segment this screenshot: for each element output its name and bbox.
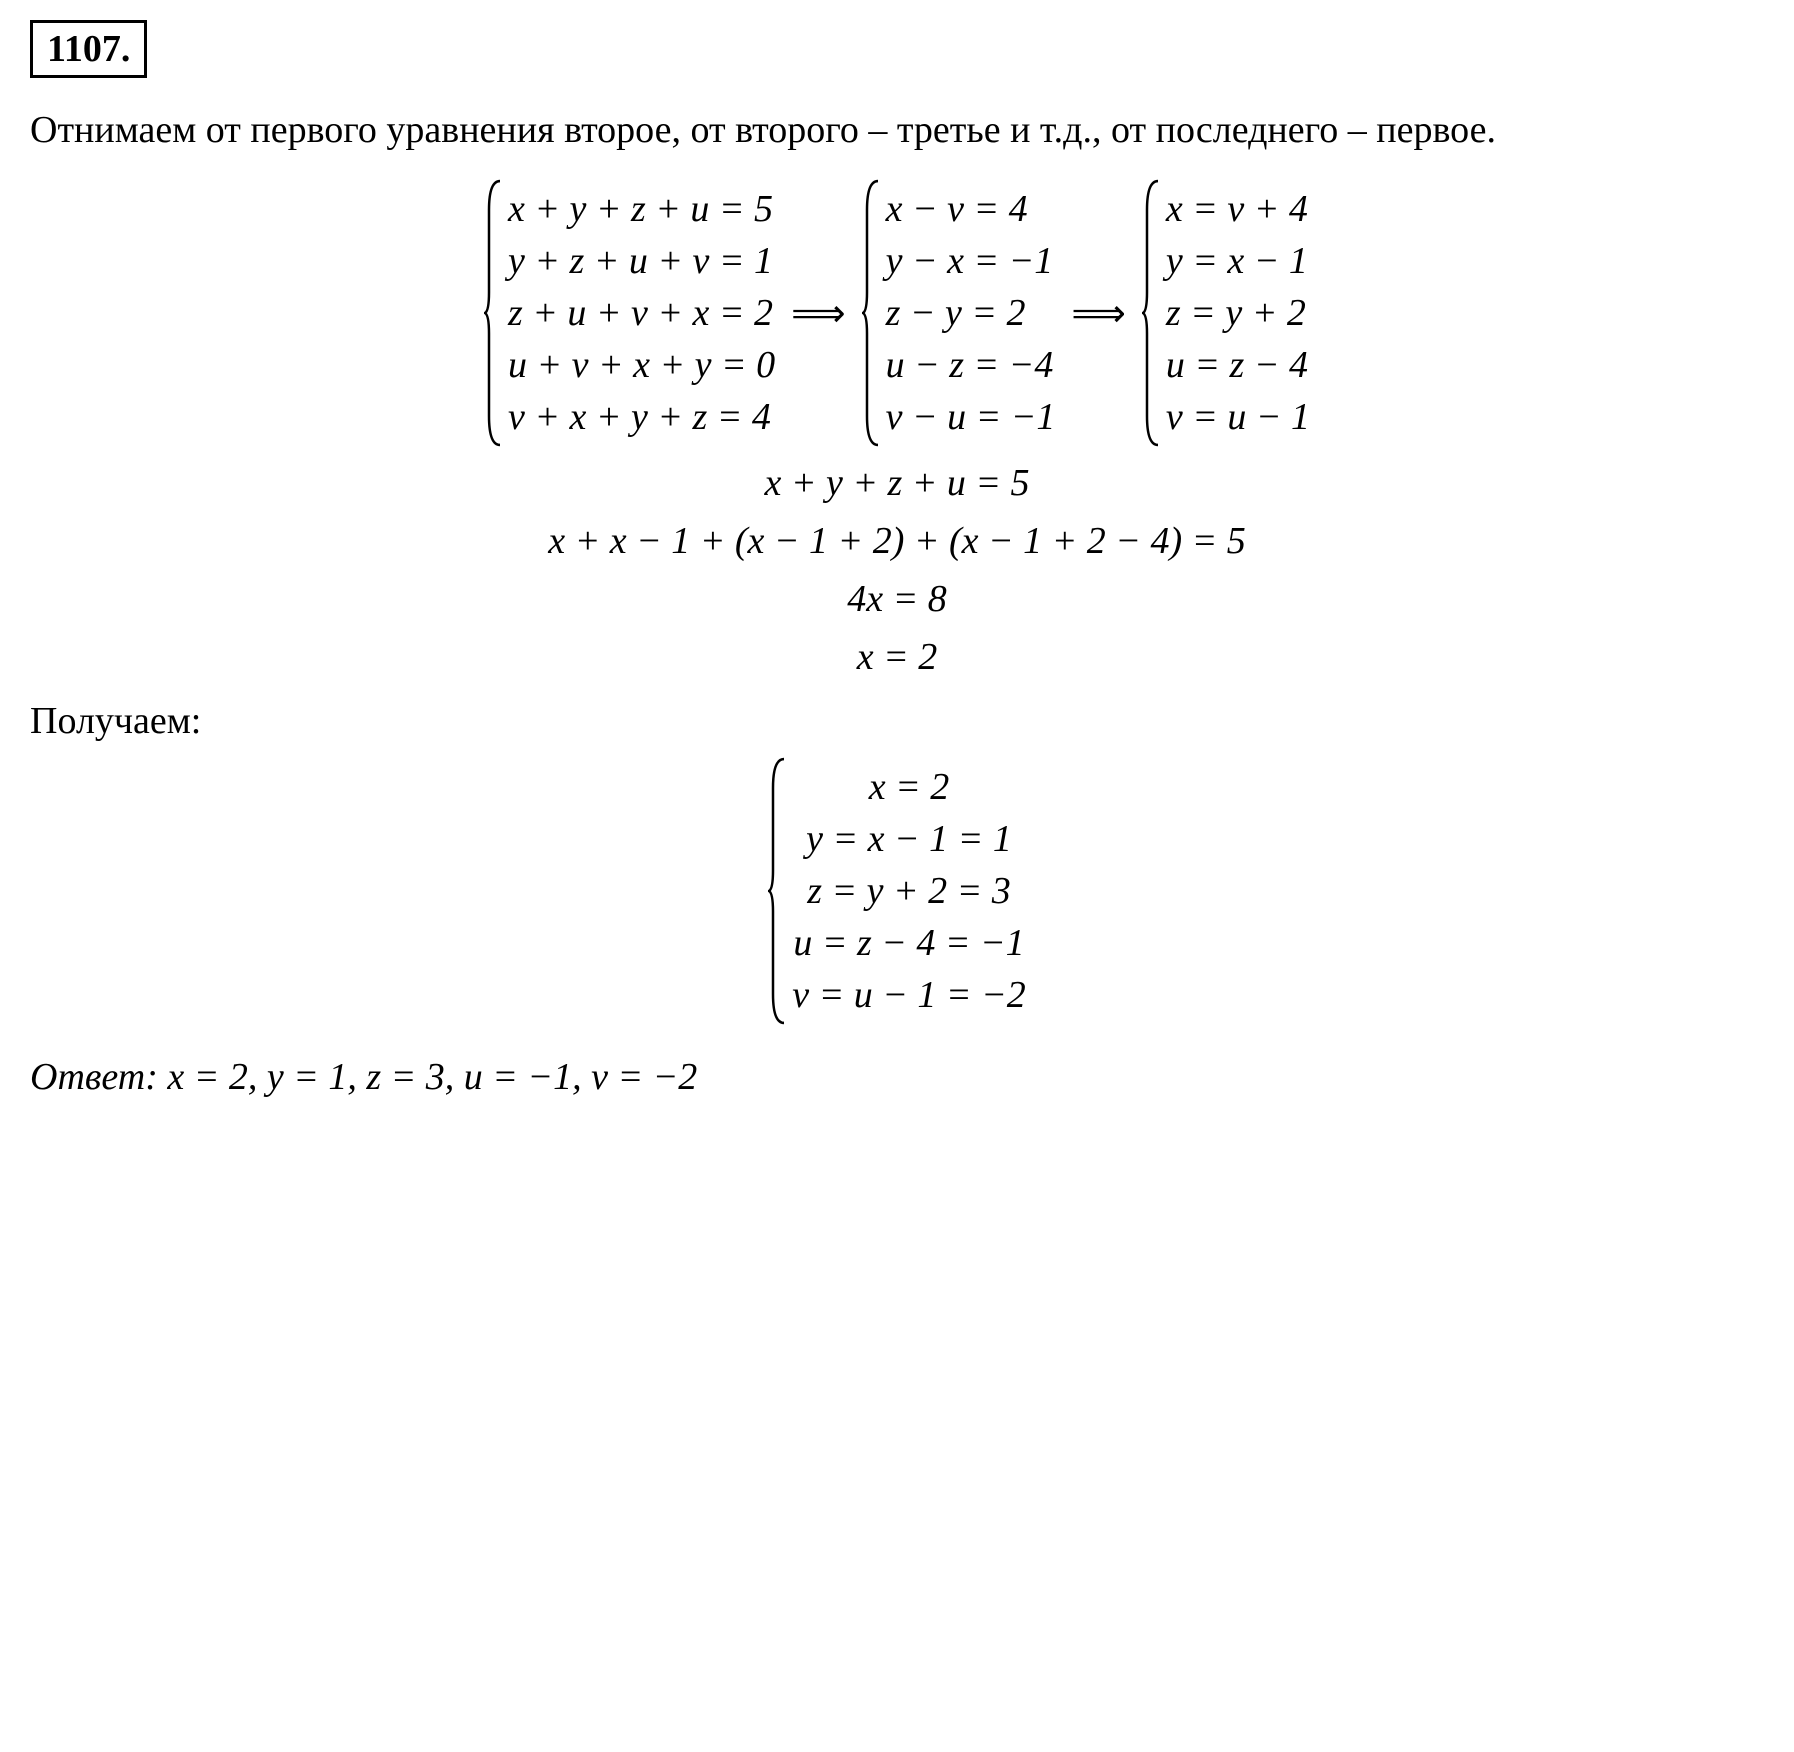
eq-line: z = y + 2 — [1166, 287, 1310, 339]
eq-line: u = z − 4 — [1166, 339, 1310, 391]
eq-line: u − z = −4 — [886, 339, 1056, 391]
eq-line: y + z + u + v = 1 — [508, 235, 775, 287]
equation-line: x = 2 — [30, 635, 1764, 679]
eq-line: z = y + 2 = 3 — [792, 865, 1025, 917]
equation-line: 4x = 8 — [30, 577, 1764, 621]
eq-line: v + x + y + z = 4 — [508, 391, 775, 443]
system-1: x + y + z + u = 5 y + z + u + v = 1 z + … — [484, 179, 775, 447]
brace-icon — [862, 179, 880, 447]
eq-line: x + y + z + u = 5 — [508, 183, 775, 235]
system-3: x = v + 4 y = x − 1 z = y + 2 u = z − 4 … — [1142, 179, 1310, 447]
brace-icon — [1142, 179, 1160, 447]
implies-arrow: ⟹ — [1071, 291, 1125, 336]
eq-line: y = x − 1 = 1 — [792, 813, 1025, 865]
eq-line: x = v + 4 — [1166, 183, 1310, 235]
eq-line: y − x = −1 — [886, 235, 1056, 287]
equation-line: x + x − 1 + (x − 1 + 2) + (x − 1 + 2 − 4… — [30, 519, 1764, 563]
eq-line: v = u − 1 = −2 — [792, 969, 1025, 1021]
problem-description: Отнимаем от первого уравнения второе, от… — [30, 102, 1764, 159]
eq-line: z − y = 2 — [886, 287, 1056, 339]
eq-line: x − v = 4 — [886, 183, 1056, 235]
result-system: x = 2 y = x − 1 = 1 z = y + 2 = 3 u = z … — [768, 757, 1025, 1025]
system-transformation-row: x + y + z + u = 5 y + z + u + v = 1 z + … — [30, 179, 1764, 447]
answer-label: Ответ: — [30, 1056, 158, 1098]
equation-line: x + y + z + u = 5 — [30, 461, 1764, 505]
eq-line: v − u = −1 — [886, 391, 1056, 443]
eq-line: u + v + x + y = 0 — [508, 339, 775, 391]
result-system-row: x = 2 y = x − 1 = 1 z = y + 2 = 3 u = z … — [30, 757, 1764, 1025]
brace-icon — [768, 757, 786, 1025]
answer-values: x = 2, y = 1, z = 3, u = −1, v = −2 — [167, 1056, 697, 1098]
answer-line: Ответ: x = 2, y = 1, z = 3, u = −1, v = … — [30, 1055, 1764, 1099]
eq-line: v = u − 1 — [1166, 391, 1310, 443]
problem-number: 1107. — [30, 20, 147, 78]
eq-line: z + u + v + x = 2 — [508, 287, 775, 339]
eq-line: x = 2 — [792, 761, 1025, 813]
result-label: Получаем: — [30, 699, 1764, 743]
eq-line: u = z − 4 = −1 — [792, 917, 1025, 969]
eq-line: y = x − 1 — [1166, 235, 1310, 287]
implies-arrow: ⟹ — [791, 291, 845, 336]
brace-icon — [484, 179, 502, 447]
system-2: x − v = 4 y − x = −1 z − y = 2 u − z = −… — [862, 179, 1056, 447]
